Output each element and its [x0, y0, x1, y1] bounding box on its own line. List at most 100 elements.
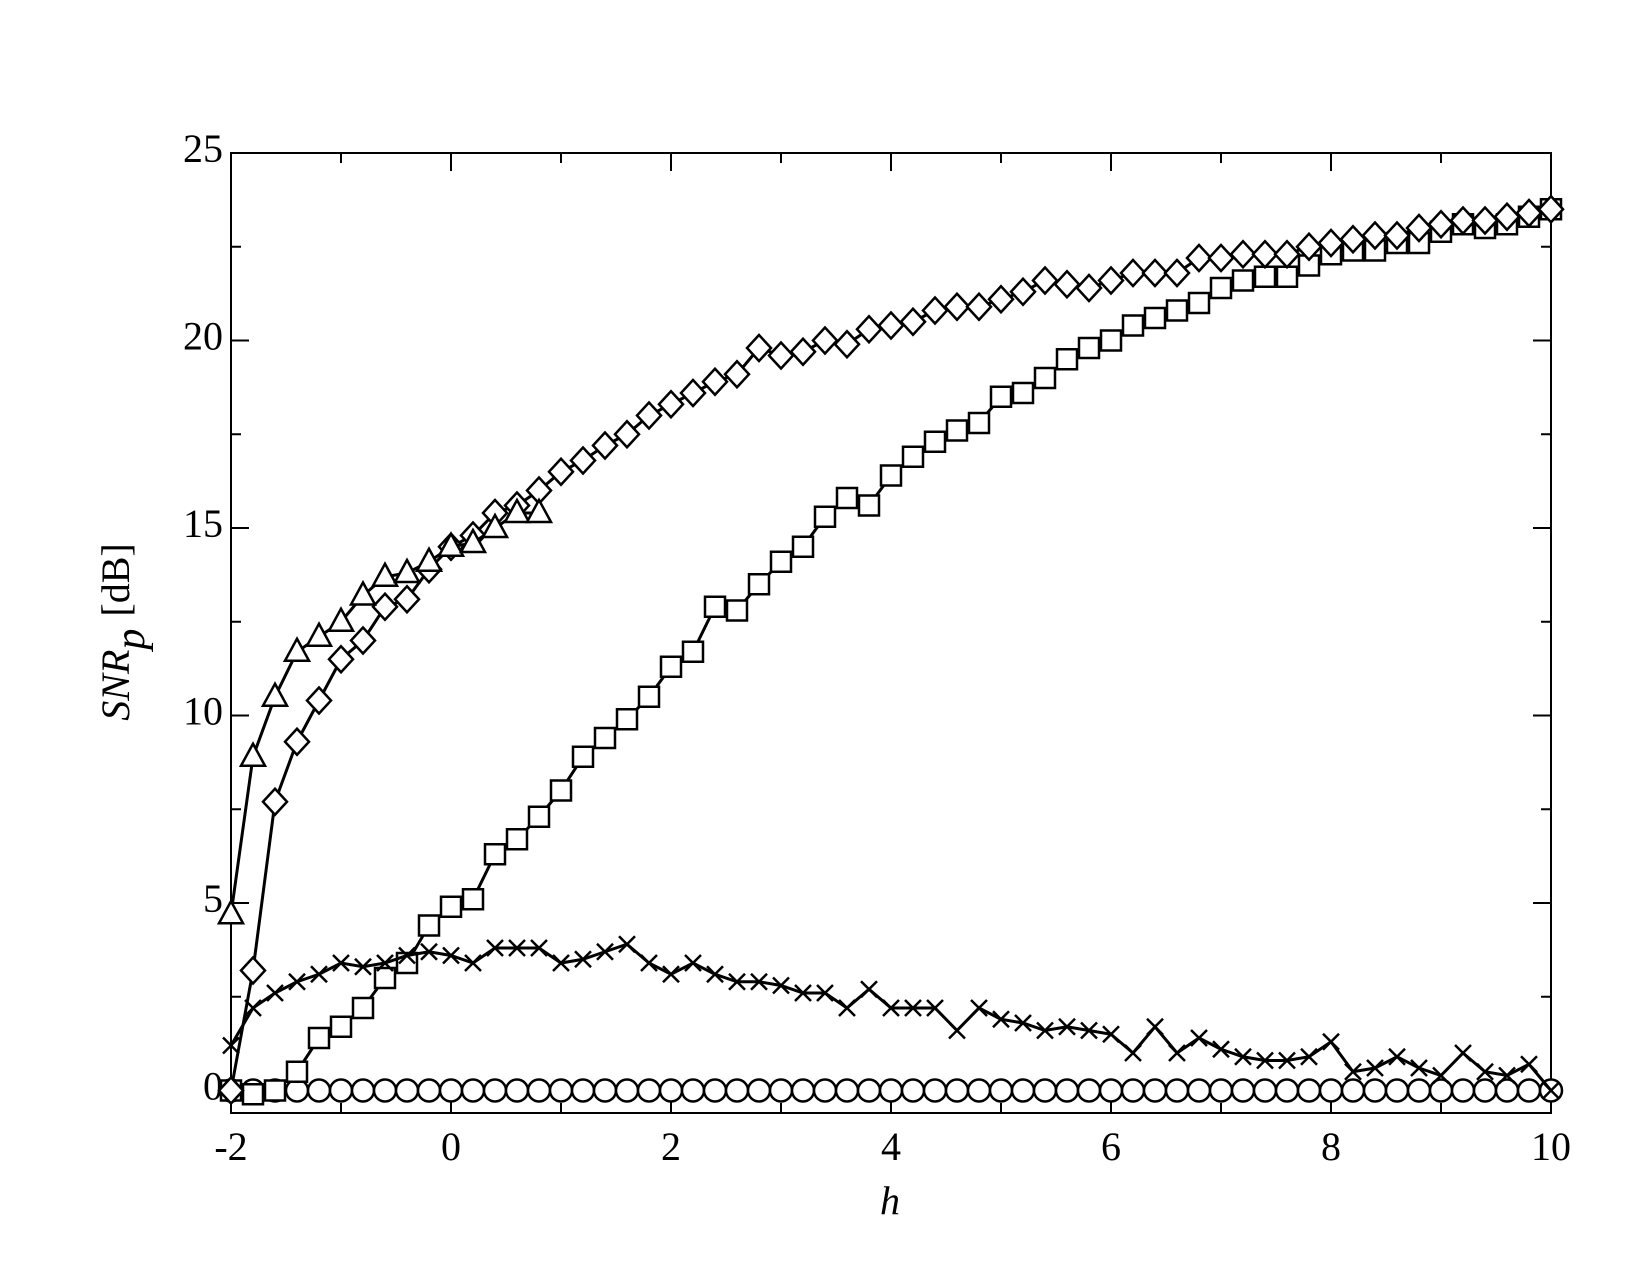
square-marker	[373, 966, 397, 990]
circle-marker	[900, 1078, 926, 1103]
circle-marker	[636, 1078, 662, 1103]
diamond-marker	[1471, 205, 1499, 236]
square-marker	[1231, 269, 1255, 292]
square-marker	[241, 1083, 265, 1106]
square-marker	[703, 595, 727, 618]
square-marker	[901, 445, 925, 468]
diamond-marker	[943, 291, 971, 322]
cross-marker	[640, 954, 658, 972]
circle-marker	[790, 1078, 816, 1103]
cross-marker	[574, 950, 592, 969]
diamond-marker	[305, 685, 333, 716]
cross-marker	[508, 939, 526, 957]
diamond-marker	[1295, 231, 1323, 262]
triangle-marker	[348, 579, 378, 606]
triangle-marker	[414, 546, 444, 572]
diamond-marker	[679, 378, 707, 408]
cross-marker	[860, 980, 878, 999]
cross-marker	[662, 965, 680, 984]
cross-marker	[1080, 1021, 1098, 1040]
plot-frame	[230, 152, 1552, 1114]
diamond-marker	[745, 333, 773, 363]
circle-marker	[350, 1078, 376, 1103]
square-marker	[813, 505, 837, 528]
diamond-marker	[1009, 276, 1037, 307]
cross-marker	[816, 984, 834, 1002]
circle-marker	[812, 1078, 838, 1103]
diamond-marker	[1449, 205, 1477, 236]
square-marker	[1253, 265, 1277, 288]
diamond-marker	[217, 1075, 245, 1106]
square-marker	[527, 805, 551, 828]
circle-marker	[1296, 1078, 1322, 1103]
square-marker	[1011, 381, 1035, 405]
square-marker	[1121, 314, 1145, 337]
circle-marker	[1274, 1078, 1300, 1103]
diamond-marker	[283, 726, 311, 757]
cross-marker	[1454, 1044, 1472, 1062]
cross-marker	[1102, 1025, 1120, 1044]
diamond-marker	[1515, 198, 1543, 228]
circle-marker	[372, 1078, 398, 1103]
square-marker	[1055, 348, 1079, 371]
circle-marker	[570, 1078, 596, 1103]
diamond-marker	[1097, 265, 1125, 296]
square-marker	[945, 419, 969, 442]
cross-marker	[794, 984, 812, 1002]
diamond-marker	[899, 306, 927, 337]
cross-marker	[354, 957, 372, 976]
square-marker	[329, 1015, 353, 1038]
diamond-marker	[1427, 209, 1455, 240]
square-marker	[417, 914, 441, 937]
circle-marker	[1142, 1078, 1168, 1103]
diamond-marker	[1273, 239, 1301, 270]
cross-marker	[1256, 1051, 1274, 1070]
square-marker	[835, 486, 859, 510]
circle-marker	[922, 1078, 948, 1103]
square-marker	[989, 385, 1013, 408]
diamond-marker	[1053, 269, 1081, 300]
triangle-marker	[458, 527, 488, 554]
square-marker	[769, 550, 793, 573]
cross-marker	[1278, 1051, 1296, 1070]
diamond-marker	[855, 314, 883, 345]
square-marker	[615, 708, 639, 731]
cross-marker	[1476, 1062, 1494, 1081]
diamond-marker	[1383, 220, 1411, 251]
diamond-marker	[789, 336, 817, 367]
cross-marker	[1388, 1047, 1406, 1066]
cross-marker	[420, 942, 438, 961]
diamond-marker	[723, 359, 751, 390]
triangle-marker	[304, 621, 334, 647]
circle-marker	[460, 1078, 486, 1103]
cross-marker	[1344, 1062, 1362, 1081]
y-label-unit: [dB]	[93, 543, 138, 616]
circle-marker	[966, 1078, 992, 1103]
circle-marker	[834, 1078, 860, 1103]
circle-marker	[1010, 1078, 1036, 1103]
square-marker	[307, 1026, 331, 1050]
diamond-marker	[327, 644, 355, 675]
square-marker	[351, 996, 375, 1020]
square-marker	[923, 430, 947, 453]
circle-marker	[944, 1078, 970, 1103]
y-tick-label: 25	[183, 126, 223, 171]
square-marker	[791, 535, 815, 558]
cross-marker	[552, 954, 570, 972]
cross-marker	[376, 954, 394, 972]
cross-marker	[1146, 1017, 1164, 1036]
square-marker	[1275, 265, 1299, 288]
square-marker	[1099, 329, 1123, 352]
square-marker	[681, 640, 705, 663]
square-marker	[1187, 291, 1211, 315]
cross-marker	[1036, 1021, 1054, 1040]
cross-marker	[332, 954, 350, 972]
diamond-marker	[1141, 258, 1169, 288]
circle-marker	[548, 1078, 574, 1103]
cross-marker	[464, 954, 482, 972]
triangle-marker	[370, 561, 400, 587]
y-tick-label: 5	[203, 876, 223, 921]
triangle-marker	[326, 606, 356, 632]
diamond-marker	[349, 625, 377, 656]
